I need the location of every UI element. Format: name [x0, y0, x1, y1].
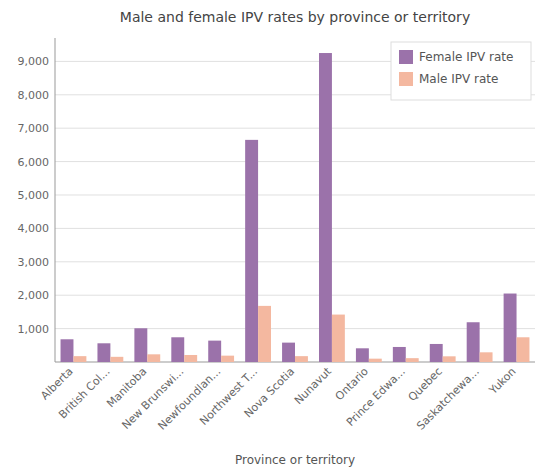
bar [258, 306, 271, 362]
bar [208, 341, 221, 362]
legend-label: Female IPV rate [419, 50, 513, 64]
y-tick-label: 2,000 [18, 289, 50, 302]
bar [171, 337, 184, 362]
bar [369, 359, 382, 362]
x-tick-label: Alberta [38, 365, 75, 402]
grid-line [55, 194, 535, 195]
bar [319, 53, 332, 362]
x-tick-label: New Brunswi... [119, 365, 186, 432]
y-tick-label: 5,000 [18, 189, 50, 202]
y-tick-label: 4,000 [18, 222, 50, 235]
legend-swatch [399, 72, 413, 86]
chart-title: Male and female IPV rates by province or… [120, 9, 470, 25]
bar [245, 140, 258, 362]
bar [295, 356, 308, 362]
bar [480, 352, 493, 362]
x-tick-label: Newfoundlan... [156, 365, 224, 433]
bar [184, 355, 197, 362]
bar [147, 354, 160, 362]
x-tick-label: Yukon [486, 365, 519, 398]
bar [61, 339, 74, 362]
bar [504, 294, 517, 362]
bar [332, 315, 345, 362]
y-tick-label: 8,000 [18, 89, 50, 102]
bar [430, 344, 443, 362]
chart-container: 1,000 2,000 3,000 4,000 5,000 6,000 7,000 8,000… [0, 0, 550, 474]
bar [467, 322, 480, 362]
bar [517, 337, 530, 362]
bar [406, 358, 419, 362]
y-tick-label: 6,000 [18, 156, 50, 169]
x-tick-label: Nunavut [292, 364, 335, 407]
grid-line [55, 261, 535, 262]
legend: Female IPV rate Male IPV rate [391, 42, 531, 100]
x-tick-label: Nova Scotia [242, 365, 298, 421]
bar [134, 328, 147, 362]
grid-line [55, 328, 535, 329]
y-tick-label: 9,000 [18, 55, 50, 68]
x-tick-label: Saskatchewa... [414, 365, 482, 433]
bar [393, 347, 406, 362]
chart-svg: 1,000 2,000 3,000 4,000 5,000 6,000 7,000 8,000… [0, 0, 550, 474]
grid-line [55, 295, 535, 296]
grid-line [55, 128, 535, 129]
bar [221, 356, 234, 362]
bar [443, 356, 456, 362]
legend-box [391, 42, 531, 100]
y-tick-label: 3,000 [18, 256, 50, 269]
x-tick-label: Prince Edwa... [344, 365, 408, 429]
grid-line [55, 228, 535, 229]
x-tick-label: British Col... [56, 365, 112, 421]
legend-swatch [399, 50, 413, 64]
bar [356, 348, 369, 362]
y-axis-line [55, 38, 56, 362]
bar [282, 343, 295, 362]
bar [97, 343, 110, 362]
y-grid [55, 61, 535, 328]
x-axis-label: Province or territory [235, 453, 355, 467]
y-tick-label: 1,000 [18, 323, 50, 336]
bar [110, 357, 123, 362]
grid-line [55, 161, 535, 162]
y-tick-label: 7,000 [18, 122, 50, 135]
legend-label: Male IPV rate [419, 72, 498, 86]
bar [73, 356, 86, 362]
